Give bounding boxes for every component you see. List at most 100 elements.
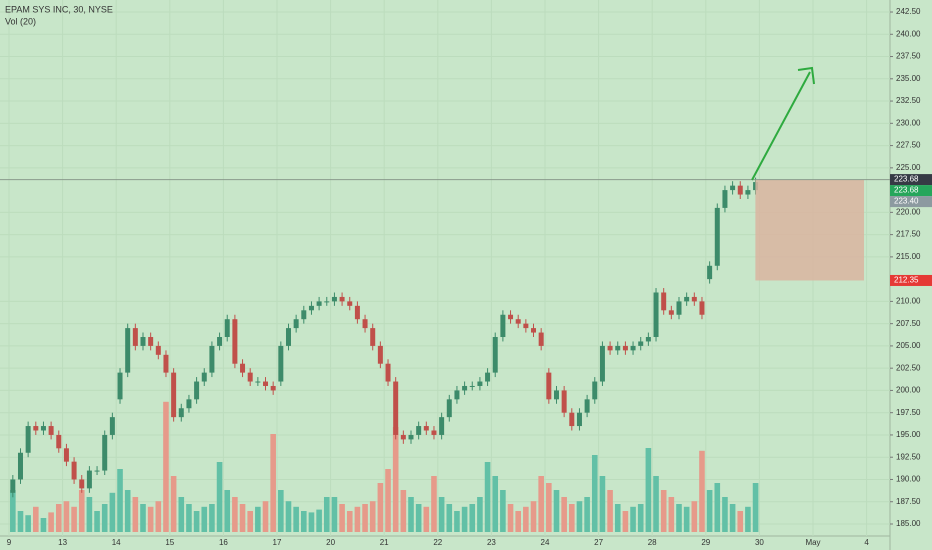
x-tick-label: 29 <box>701 538 710 547</box>
x-tick-label: 27 <box>594 538 603 547</box>
volume-bar <box>209 504 215 532</box>
y-tick-label: 200.00 <box>896 386 921 395</box>
volume-bar <box>40 518 47 532</box>
volume-bar <box>285 501 292 532</box>
volume-bar <box>316 509 322 532</box>
volume-bar <box>163 401 169 532</box>
volume-bar <box>346 511 353 532</box>
price-tag-label: 212.35 <box>894 276 919 285</box>
price-tag-label: 223.40 <box>894 197 919 206</box>
candle-body <box>362 319 368 329</box>
candle-body <box>745 190 751 195</box>
candle-body <box>293 319 299 329</box>
y-tick-label: 195.00 <box>896 430 921 439</box>
volume-bar <box>385 469 391 532</box>
marks <box>0 177 890 532</box>
volume-bar <box>71 506 77 532</box>
candle-body <box>684 296 690 302</box>
x-tick-label: 15 <box>165 538 174 547</box>
x-tick-label: 22 <box>433 538 442 547</box>
candle-body <box>33 426 39 431</box>
candle-body <box>691 296 697 302</box>
candle-body <box>592 381 598 400</box>
volume-bar <box>193 511 200 532</box>
candle-body <box>324 301 330 303</box>
volume-bar <box>507 504 514 532</box>
x-tick-label: 14 <box>112 538 121 547</box>
candle-body <box>232 319 238 364</box>
volume-bar <box>224 490 231 532</box>
volume-bar <box>446 504 453 532</box>
candle-body <box>538 332 544 346</box>
x-tick-label: 4 <box>864 538 869 547</box>
candle-body <box>132 328 138 346</box>
candle-body <box>109 417 115 435</box>
volume-bar <box>369 501 376 532</box>
price-tag-label: 223.68 <box>894 186 919 195</box>
y-tick-label: 197.50 <box>896 408 921 417</box>
y-tick-label: 237.50 <box>896 52 921 61</box>
candle-body <box>308 305 314 311</box>
price-tag <box>890 185 932 197</box>
candle-body <box>377 345 383 364</box>
volume-bar <box>454 511 460 532</box>
candle-body <box>140 337 146 346</box>
volume-bar <box>216 462 223 532</box>
y-tick-label: 220.00 <box>896 207 921 216</box>
y-tick-label: 240.00 <box>896 29 921 38</box>
volume-bar <box>293 506 299 532</box>
volume-bar <box>653 476 659 532</box>
candle-body <box>347 301 353 306</box>
price-tag <box>890 174 932 186</box>
candle-body <box>247 372 253 382</box>
y-tick-label: 207.50 <box>896 319 921 328</box>
volume-bar <box>599 476 606 532</box>
volume-bar <box>492 476 499 532</box>
x-tick-label: 20 <box>326 538 335 547</box>
volume-bar <box>706 490 713 532</box>
candle-body <box>707 265 713 280</box>
candle-body <box>270 385 276 391</box>
volume-bar <box>132 497 139 532</box>
candle-body <box>278 345 284 382</box>
volume-bar <box>469 504 476 532</box>
candle-body <box>599 345 605 382</box>
volume-bar <box>645 448 652 532</box>
volume-bar <box>170 476 177 532</box>
candle-body <box>163 354 169 373</box>
volume-bar <box>722 497 728 532</box>
candle-body <box>102 434 108 471</box>
volume-bar <box>523 506 529 532</box>
volume-bar <box>569 504 575 532</box>
y-tick-label: 217.50 <box>896 230 921 239</box>
x-tick-label: 16 <box>219 538 228 547</box>
volume-bar <box>25 515 31 532</box>
position-box <box>755 179 864 281</box>
candle-body <box>71 461 77 480</box>
candle-body <box>630 345 636 351</box>
candle-body <box>263 381 269 386</box>
candle-body <box>462 385 468 391</box>
volume-bar <box>668 497 675 532</box>
candle-body <box>469 385 475 387</box>
candle-body <box>576 412 582 427</box>
volume-bar <box>630 506 636 532</box>
volume-bar <box>323 497 330 532</box>
volume-bar <box>683 506 690 532</box>
x-tick-label: May <box>805 538 820 547</box>
x-tick-label: 24 <box>541 538 550 547</box>
volume-bar <box>408 497 414 532</box>
candle-body <box>354 305 360 320</box>
projection-arrow-head <box>797 66 815 85</box>
candle-body <box>240 363 246 373</box>
candle-body <box>86 470 92 489</box>
volume-bar <box>101 504 108 532</box>
volume-bar <box>55 504 62 532</box>
volume-bar <box>178 497 185 532</box>
candle-body <box>255 381 261 383</box>
volume-bar <box>354 506 361 532</box>
volume-bar <box>392 427 399 532</box>
price-tag <box>890 274 932 286</box>
candle-body <box>615 345 621 351</box>
